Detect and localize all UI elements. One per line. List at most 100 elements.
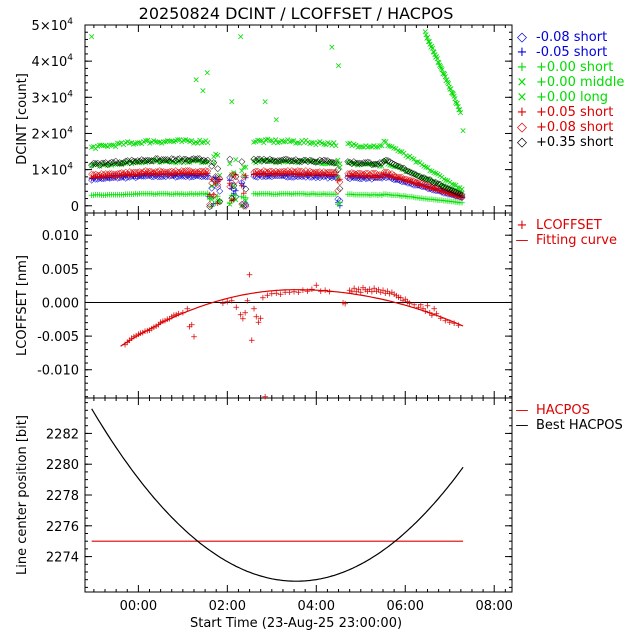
dcint-point: + xyxy=(362,190,370,200)
dcint-point: ◇ xyxy=(394,175,401,185)
dcint-tail-point: × xyxy=(456,106,464,116)
dcint-point: × xyxy=(118,160,126,170)
dcint-tail-point: × xyxy=(437,63,445,73)
dcint-point: ◇ xyxy=(384,168,391,178)
dcint-point: + xyxy=(364,172,372,182)
dcint-point: ◇ xyxy=(296,167,303,177)
dcint-point: × xyxy=(430,177,438,187)
dcint-point: + xyxy=(136,170,144,180)
dcint-point: + xyxy=(278,171,286,181)
dcint-point: ◇ xyxy=(270,168,277,178)
dcint-point: + xyxy=(372,173,380,183)
dcint-point: + xyxy=(114,172,122,182)
dcint-point: + xyxy=(288,190,296,200)
dcint-point: × xyxy=(394,147,402,157)
dcint-point: ◇ xyxy=(436,180,443,190)
dcint-point: ◇ xyxy=(368,160,375,170)
dcint-point: × xyxy=(242,163,250,173)
dcint-point: + xyxy=(282,170,290,180)
dcint-point: + xyxy=(132,172,140,182)
lcoffset-point: + xyxy=(172,310,180,320)
legend-symbol: ◇ xyxy=(517,120,527,135)
dcint-point: + xyxy=(450,198,458,208)
dcint-point: ◇ xyxy=(446,185,453,195)
dcint-point: ◇ xyxy=(366,170,373,180)
dcint-point: + xyxy=(420,194,428,204)
dcint-y-label: DCINT [count] xyxy=(15,73,30,165)
dcint-point: ◇ xyxy=(228,170,235,180)
dcint-point: ◇ xyxy=(302,166,309,176)
dcint-point: ◇ xyxy=(274,156,281,166)
dcint-point: ◇ xyxy=(90,159,97,169)
dcint-point: + xyxy=(350,171,358,181)
dcint-point: + xyxy=(292,170,300,180)
legend-symbol: + xyxy=(517,45,528,60)
dcint-point: × xyxy=(160,157,168,167)
dcint-point: + xyxy=(162,169,170,179)
dcint-point: × xyxy=(92,145,100,155)
dcint-point: + xyxy=(166,171,174,181)
lcoffset-point: + xyxy=(148,325,156,335)
dcint-point: + xyxy=(150,171,158,181)
dcint-point: + xyxy=(308,171,316,181)
dcint-point: + xyxy=(194,190,202,200)
dcint-point: ◇ xyxy=(180,167,187,177)
dcint-point: ◇ xyxy=(416,181,423,191)
dcint-point: × xyxy=(176,135,184,145)
dcint-point: + xyxy=(392,175,400,185)
dcint-point: × xyxy=(430,168,438,178)
dcint-point: + xyxy=(316,190,324,200)
lcoffset-point: + xyxy=(232,303,240,313)
dcint-point: + xyxy=(228,196,236,206)
dcint-point: ◇ xyxy=(364,158,371,168)
dcint-point: + xyxy=(438,196,446,206)
dcint-point: + xyxy=(416,180,424,190)
dcint-point: ◇ xyxy=(174,172,181,182)
dcint-point: ◇ xyxy=(416,178,423,188)
time-axis: 00:00 02:00 04:00 06:00 08:00 xyxy=(93,25,513,614)
dcint-point: + xyxy=(418,194,426,204)
dcint-point: + xyxy=(126,172,134,182)
dcint-point: ◇ xyxy=(352,158,359,168)
dcint-point: + xyxy=(262,190,270,200)
lcoffset-point: + xyxy=(390,290,398,300)
dcint-point: × xyxy=(356,142,364,152)
dcint-point: + xyxy=(436,196,444,206)
dcint-point: + xyxy=(412,193,420,203)
lcoffset-point: + xyxy=(426,308,434,318)
lcoffset-fit-curve xyxy=(120,289,464,347)
dcint-point: ◇ xyxy=(382,167,389,177)
legend-label: +0.00 middle xyxy=(536,75,624,90)
dcint-point: + xyxy=(414,193,422,203)
dcint-point: + xyxy=(192,189,200,199)
dcint-point: ◇ xyxy=(94,158,101,168)
dcint-point: ◇ xyxy=(384,156,391,166)
dcint-point: ◇ xyxy=(286,168,293,178)
dcint-point: + xyxy=(330,170,338,180)
dcint-point: + xyxy=(374,173,382,183)
dcint-tail-point: × xyxy=(453,99,461,109)
dcint-point: ◇ xyxy=(196,172,203,182)
lcoffset-point: + xyxy=(152,322,160,332)
dcint-point: ◇ xyxy=(272,167,279,177)
dcint-point: + xyxy=(446,197,454,207)
lcoffset-point: + xyxy=(168,312,176,322)
dcint-point: × xyxy=(106,160,114,170)
lcoffset-point: + xyxy=(121,341,129,351)
dcint-point: × xyxy=(316,158,324,168)
dcint-point: + xyxy=(318,171,326,181)
dcint-point: ◇ xyxy=(400,177,407,187)
dcint-point: × xyxy=(368,142,376,152)
dcint-point: ◇ xyxy=(400,174,407,184)
dcint-point: × xyxy=(268,136,276,146)
dcint-point: × xyxy=(384,160,392,170)
dcint-point: ◇ xyxy=(202,172,209,182)
dcint-point: × xyxy=(432,179,440,189)
dcint-point: ◇ xyxy=(276,171,283,181)
dcint-point: ◇ xyxy=(346,169,353,179)
dcint-point: ◇ xyxy=(320,155,327,165)
dcint-point: ◇ xyxy=(444,187,451,197)
dcint-point: + xyxy=(184,190,192,200)
dcint-point: + xyxy=(386,190,394,200)
dcint-tail-point: × xyxy=(434,58,442,68)
